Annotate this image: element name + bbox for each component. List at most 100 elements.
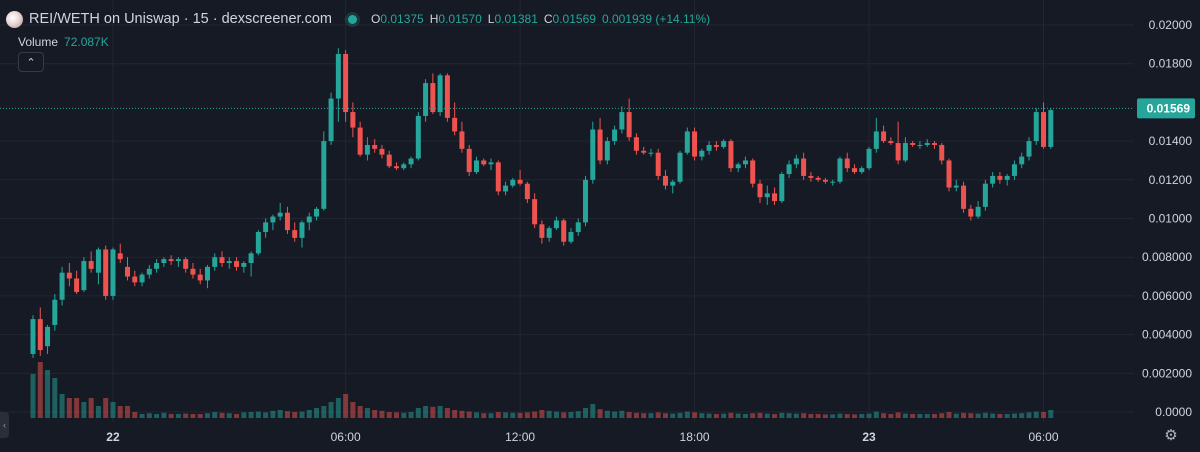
candle-body bbox=[45, 326, 51, 347]
candle bbox=[350, 102, 356, 138]
volume-bar bbox=[74, 398, 80, 418]
candle bbox=[910, 141, 916, 147]
candle-body bbox=[1033, 112, 1039, 142]
candle-body bbox=[139, 274, 145, 283]
volume-bar bbox=[757, 412, 763, 418]
candle bbox=[394, 162, 399, 171]
chart-title[interactable]: REI/WETH on Uniswap · 15 · dexscreener.c… bbox=[29, 11, 332, 27]
price-axis[interactable]: 0.02000 0.01800 0.01400 0.01200 0.01000 0.008… bbox=[1142, 18, 1192, 419]
candle bbox=[292, 222, 298, 242]
candle-body bbox=[379, 148, 385, 155]
left-panel-toggle[interactable]: ‹ bbox=[0, 412, 9, 438]
candle-body bbox=[423, 83, 429, 116]
volume-bar bbox=[212, 412, 218, 418]
candle-body bbox=[982, 183, 988, 207]
volume-bar bbox=[612, 411, 618, 418]
candle-body bbox=[255, 232, 261, 254]
candle-body bbox=[852, 168, 858, 173]
volume-bar bbox=[786, 413, 792, 418]
volume-bar bbox=[59, 394, 65, 418]
candle bbox=[430, 73, 436, 115]
candle-body bbox=[793, 158, 799, 165]
volume-bar bbox=[524, 412, 530, 418]
volume-bar bbox=[430, 406, 436, 418]
candle bbox=[372, 139, 378, 153]
candle-body bbox=[728, 141, 734, 169]
candle-body bbox=[946, 160, 952, 188]
candle-body bbox=[961, 185, 967, 209]
y-tick-label: 0.006000 bbox=[1142, 289, 1192, 303]
volume-bar bbox=[917, 414, 923, 418]
candle-body bbox=[881, 131, 887, 142]
candle-body bbox=[284, 212, 290, 231]
volume-bar bbox=[553, 411, 559, 418]
candle bbox=[902, 137, 908, 163]
volume-bar bbox=[190, 414, 196, 418]
candle-body bbox=[401, 164, 407, 169]
candle-body bbox=[699, 150, 705, 157]
candle-body bbox=[844, 158, 850, 169]
candle-body bbox=[81, 261, 87, 291]
candle-body bbox=[125, 266, 131, 277]
candle bbox=[822, 177, 828, 184]
candle-body bbox=[692, 131, 698, 157]
candle bbox=[597, 117, 603, 165]
volume-bar bbox=[117, 406, 123, 418]
volume-bar bbox=[488, 413, 494, 418]
volume-bar bbox=[684, 411, 690, 418]
candle bbox=[815, 175, 821, 182]
chart-legend: REI/WETH on Uniswap · 15 · dexscreener.c… bbox=[6, 9, 710, 29]
candle bbox=[968, 204, 974, 221]
candle bbox=[466, 144, 472, 176]
x-tick-label: 22 bbox=[106, 430, 120, 444]
volume-bar bbox=[990, 413, 996, 418]
candle-body bbox=[931, 143, 937, 145]
candle-body bbox=[902, 143, 908, 161]
candle-body bbox=[357, 127, 363, 155]
candle-body bbox=[364, 144, 370, 155]
volume-bar bbox=[844, 414, 850, 418]
volume-label[interactable]: Volume bbox=[18, 35, 59, 49]
collapse-legend-button[interactable]: ⌃ bbox=[18, 52, 44, 72]
volume-bar bbox=[103, 398, 109, 418]
candle-body bbox=[997, 175, 1003, 180]
candle-body bbox=[503, 185, 509, 192]
candle bbox=[125, 257, 131, 281]
candle bbox=[139, 272, 145, 287]
candle bbox=[612, 125, 618, 145]
candle-body bbox=[822, 179, 828, 182]
close-value: 0.01569 bbox=[552, 12, 596, 26]
candle bbox=[1026, 137, 1032, 161]
volume-bar bbox=[350, 402, 356, 418]
volume-bar bbox=[234, 414, 240, 418]
y-tick-label: 0.02000 bbox=[1149, 18, 1193, 32]
candle bbox=[837, 156, 843, 184]
candle bbox=[263, 218, 269, 238]
candle bbox=[30, 315, 36, 358]
candle bbox=[335, 48, 341, 122]
candle bbox=[306, 212, 312, 231]
volume-bar bbox=[568, 412, 574, 418]
candle-body bbox=[517, 179, 523, 184]
volume-bar bbox=[532, 411, 538, 418]
candle bbox=[866, 146, 872, 171]
candle-body bbox=[292, 230, 298, 238]
candle-body bbox=[750, 160, 756, 184]
volume-bar bbox=[481, 413, 487, 418]
candle bbox=[532, 193, 538, 229]
candle-body bbox=[859, 168, 865, 173]
candle bbox=[641, 146, 647, 155]
candle-body bbox=[568, 232, 574, 242]
candle-body bbox=[59, 272, 65, 300]
candle-body bbox=[415, 115, 421, 159]
volume-bar bbox=[314, 408, 320, 418]
volume-bar bbox=[728, 412, 734, 418]
volume-bar bbox=[241, 412, 247, 418]
volume-bar bbox=[655, 412, 661, 418]
candle-body bbox=[968, 208, 974, 217]
chart-settings-button[interactable]: ⚙ bbox=[1163, 428, 1179, 444]
candle-body bbox=[175, 259, 181, 262]
volume-bar bbox=[66, 398, 72, 418]
